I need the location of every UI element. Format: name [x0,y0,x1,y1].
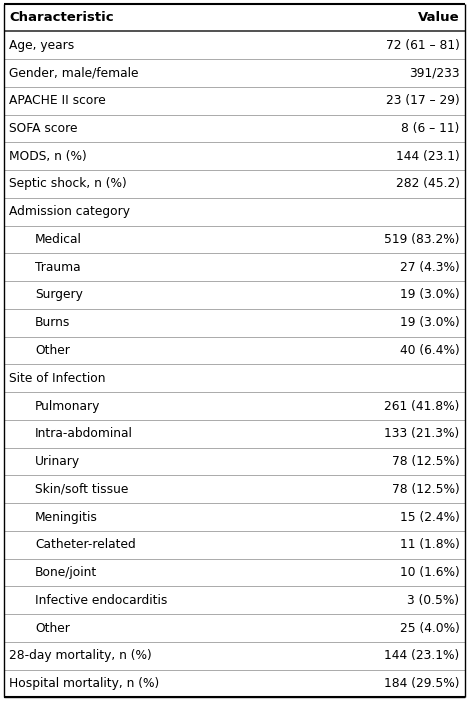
Text: 40 (6.4%): 40 (6.4%) [400,344,460,357]
Text: Skin/soft tissue: Skin/soft tissue [35,483,129,496]
Text: Burns: Burns [35,316,70,329]
Text: SOFA score: SOFA score [9,122,78,135]
Bar [4,198,465,226]
Bar [4,59,465,87]
Text: Urinary: Urinary [35,455,80,468]
Bar [4,114,465,142]
Text: Catheter-related: Catheter-related [35,538,136,551]
Text: Other: Other [35,344,70,357]
Text: 282 (45.2): 282 (45.2) [396,177,460,191]
Text: 78 (12.5%): 78 (12.5%) [392,455,460,468]
Bar [4,142,465,170]
Text: 25 (4.0%): 25 (4.0%) [400,622,460,634]
Text: Intra-abdominal: Intra-abdominal [35,428,133,440]
Text: MODS, n (%): MODS, n (%) [9,150,87,163]
Text: 144 (23.1%): 144 (23.1%) [385,649,460,662]
Bar [4,4,465,32]
Bar [4,170,465,198]
Text: 10 (1.6%): 10 (1.6%) [400,566,460,579]
Text: Other: Other [35,622,70,634]
Bar [4,87,465,114]
Text: 3 (0.5%): 3 (0.5%) [408,594,460,607]
Text: 144 (23.1): 144 (23.1) [396,150,460,163]
Text: Surgery: Surgery [35,289,83,301]
Bar [4,503,465,531]
Text: Trauma: Trauma [35,261,81,273]
Text: Pulmonary: Pulmonary [35,400,100,412]
Text: 15 (2.4%): 15 (2.4%) [400,510,460,524]
Bar [4,614,465,642]
Bar [4,281,465,309]
Text: 28-day mortality, n (%): 28-day mortality, n (%) [9,649,152,662]
Bar [4,392,465,420]
Text: Infective endocarditis: Infective endocarditis [35,594,167,607]
Bar [4,559,465,587]
Text: Site of Infection: Site of Infection [9,372,106,385]
Text: Gender, male/female: Gender, male/female [9,67,139,79]
Bar [4,587,465,614]
Bar [4,253,465,281]
Text: 23 (17 – 29): 23 (17 – 29) [386,94,460,107]
Text: Value: Value [418,11,460,24]
Text: Admission category: Admission category [9,205,130,218]
Text: 78 (12.5%): 78 (12.5%) [392,483,460,496]
Bar [4,309,465,336]
Bar [4,475,465,503]
Bar [4,365,465,392]
Text: 133 (21.3%): 133 (21.3%) [385,428,460,440]
Text: Meningitis: Meningitis [35,510,98,524]
Text: 19 (3.0%): 19 (3.0%) [400,289,460,301]
Text: Medical: Medical [35,233,82,246]
Bar [4,32,465,59]
Text: Age, years: Age, years [9,39,75,52]
Bar [4,226,465,253]
Text: 261 (41.8%): 261 (41.8%) [384,400,460,412]
Text: 72 (61 – 81): 72 (61 – 81) [386,39,460,52]
Text: Characteristic: Characteristic [9,11,114,24]
Bar [4,420,465,448]
Bar [4,669,465,697]
Text: 8 (6 – 11): 8 (6 – 11) [401,122,460,135]
Bar [4,642,465,669]
Bar [4,336,465,365]
Text: 27 (4.3%): 27 (4.3%) [400,261,460,273]
Text: Septic shock, n (%): Septic shock, n (%) [9,177,127,191]
Text: 19 (3.0%): 19 (3.0%) [400,316,460,329]
Bar [4,448,465,475]
Text: 519 (83.2%): 519 (83.2%) [384,233,460,246]
Text: Bone/joint: Bone/joint [35,566,98,579]
Text: 11 (1.8%): 11 (1.8%) [400,538,460,551]
Text: 184 (29.5%): 184 (29.5%) [384,677,460,690]
Text: Hospital mortality, n (%): Hospital mortality, n (%) [9,677,159,690]
Bar [4,531,465,559]
Text: 391/233: 391/233 [409,67,460,79]
Text: APACHE II score: APACHE II score [9,94,106,107]
